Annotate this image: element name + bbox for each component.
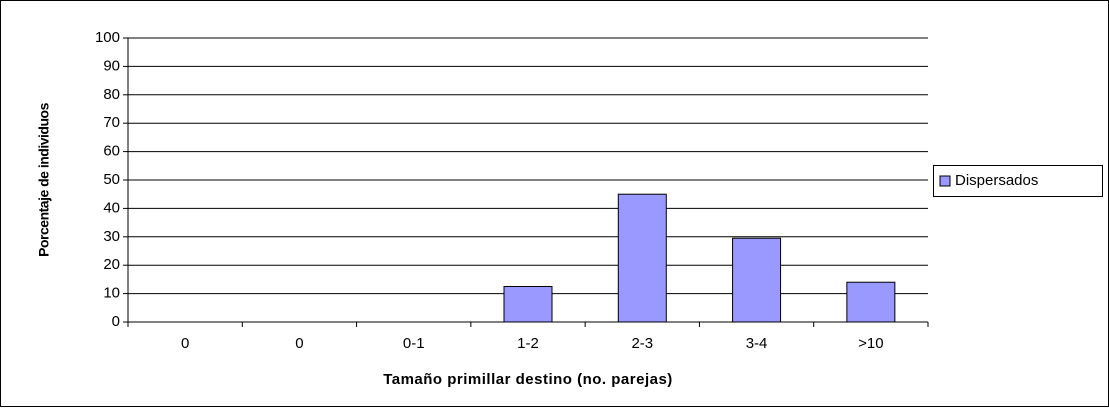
- bar: [846, 281, 896, 323]
- legend: [933, 165, 1103, 197]
- y-axis-label: Porcentaje de individuos: [36, 102, 52, 256]
- y-tick-label: 100: [95, 29, 120, 46]
- x-tick-label: >10: [858, 335, 883, 352]
- x-tick-label: 0: [295, 335, 303, 352]
- bar: [617, 193, 667, 323]
- x-axis-label: Tamaño primillar destino (no. parejas): [383, 371, 673, 388]
- x-tick-label: 3-4: [746, 335, 768, 352]
- y-tick-label: 0: [112, 313, 120, 330]
- y-tick-label: 60: [103, 143, 120, 160]
- y-tick-label: 70: [103, 114, 120, 131]
- y-tick-label: 80: [103, 86, 120, 103]
- bar: [503, 286, 553, 323]
- y-tick-label: 10: [103, 285, 120, 302]
- legend-swatch: [939, 175, 951, 187]
- legend-label: Dispersados: [955, 172, 1038, 189]
- x-tick-label: 0: [181, 335, 189, 352]
- x-tick-label: 1-2: [517, 335, 539, 352]
- y-tick-label: 90: [103, 57, 120, 74]
- y-tick-label: 40: [103, 199, 120, 216]
- y-tick-label: 30: [103, 228, 120, 245]
- y-tick-label: 20: [103, 256, 120, 273]
- x-tick-label: 2-3: [631, 335, 653, 352]
- x-tick-label: 0-1: [403, 335, 425, 352]
- y-tick-label: 50: [103, 171, 120, 188]
- bar: [732, 237, 782, 323]
